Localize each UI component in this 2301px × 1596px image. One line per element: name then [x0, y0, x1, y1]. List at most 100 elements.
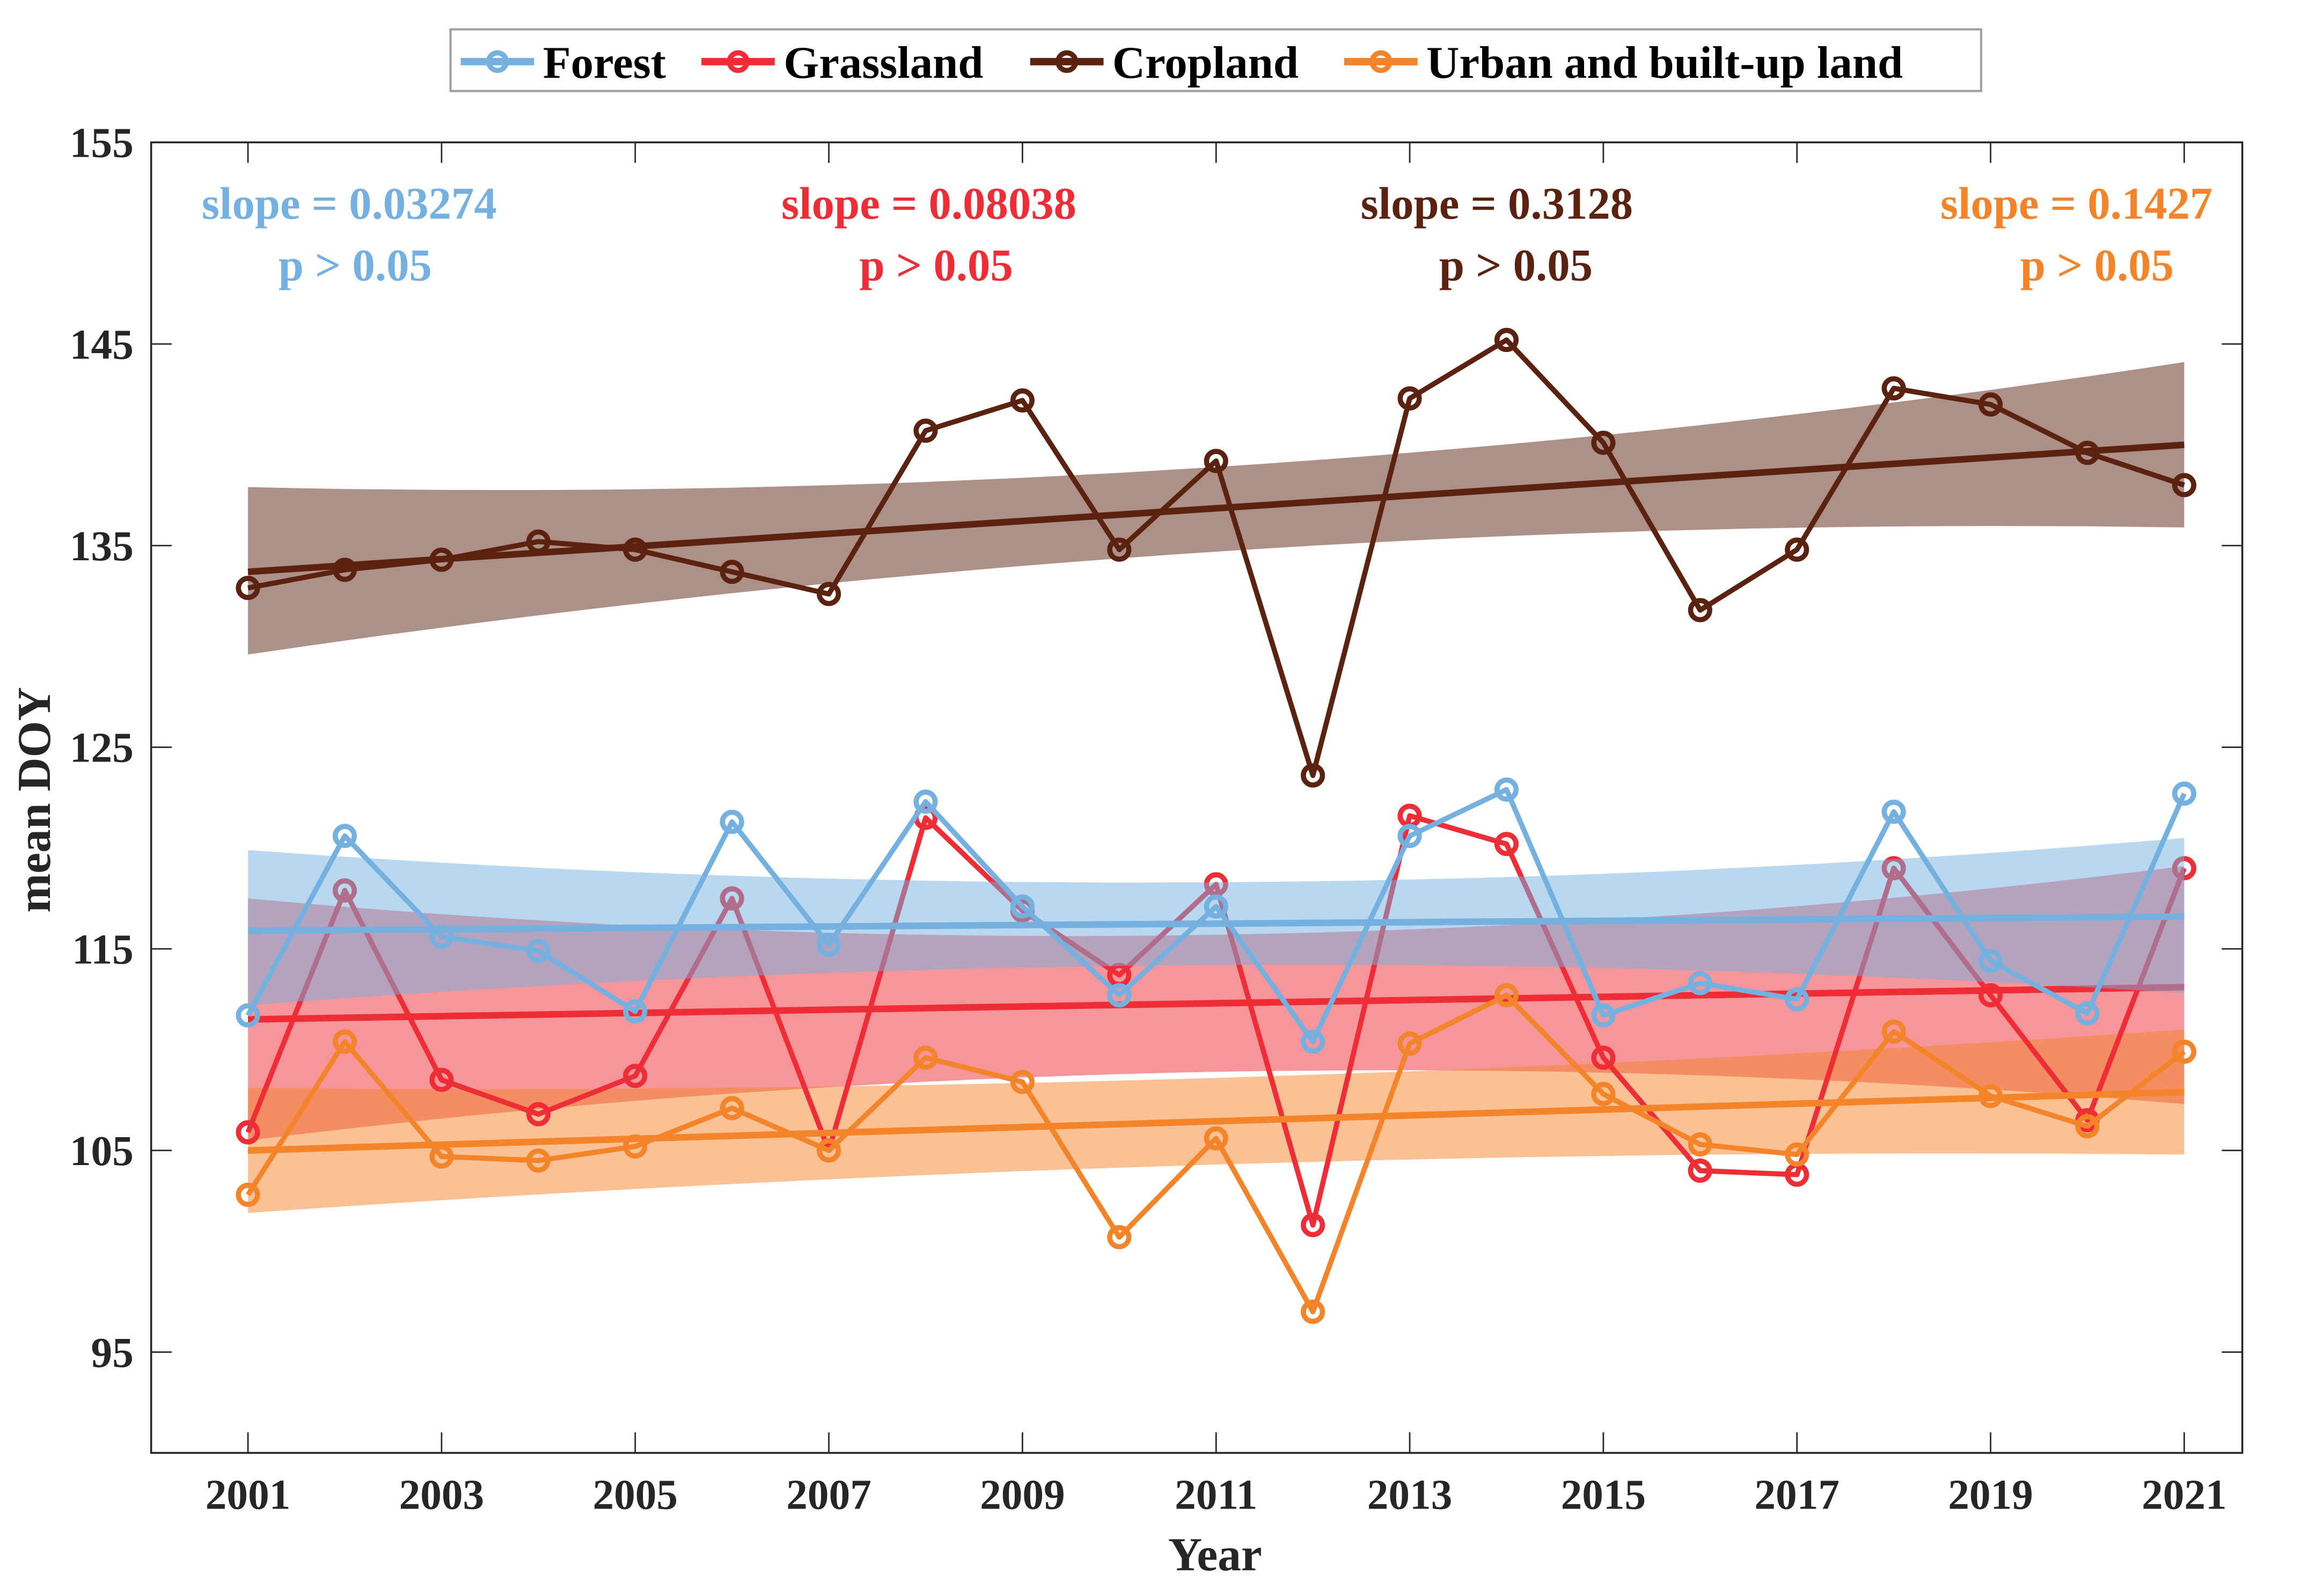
- urban-point-2014: [1494, 983, 1519, 1008]
- forest-point-2013: [1397, 824, 1422, 848]
- grass-urban-series-layer: [236, 803, 2196, 1324]
- legend-forest-marker-icon: [486, 50, 509, 74]
- forest-point-2001: [236, 1003, 260, 1028]
- forest-point-2010: [1107, 983, 1132, 1008]
- cropland-p-annotation: p > 0.05: [1439, 240, 1593, 290]
- cropland-point-2006: [720, 559, 744, 584]
- cropland-point-2005: [623, 537, 648, 562]
- cropland-point-2015: [1591, 430, 1616, 455]
- cropland-point-2019: [1978, 392, 2003, 417]
- urban-point-2005: [623, 1134, 648, 1159]
- grassland-trend-line: [247, 984, 2185, 1023]
- x-tick-label-2007: 2007: [786, 1471, 871, 1518]
- y-tick-label-105: 105: [70, 1128, 134, 1175]
- x-tick-label-2019: 2019: [1948, 1471, 2033, 1518]
- legend-urban-marker-icon: [1369, 50, 1393, 74]
- cropland-point-2017: [1785, 537, 1809, 562]
- cropland-point-2018: [1881, 376, 1906, 401]
- forest-point-2019: [1978, 949, 2003, 973]
- urban-point-2010: [1107, 1225, 1132, 1249]
- grassland-point-2016: [1688, 1158, 1712, 1183]
- cropland-point-2011: [1204, 449, 1228, 473]
- cropland-trend-line: [247, 441, 2185, 575]
- grassland-point-2015: [1591, 1045, 1616, 1070]
- forest-point-2011: [1204, 894, 1228, 919]
- urban-point-2012: [1301, 1299, 1325, 1324]
- urban-p-annotation: p > 0.05: [2020, 240, 2174, 290]
- forest-point-2014: [1494, 777, 1519, 802]
- cropland-slope-annotation: slope = 0.3128: [1361, 178, 1633, 229]
- forest-point-2012: [1301, 1029, 1325, 1054]
- cropland-point-2021: [2172, 473, 2196, 497]
- forest-point-2016: [1688, 971, 1712, 995]
- legend-grassland-marker-icon: [727, 50, 750, 74]
- x-tick-label-2017: 2017: [1754, 1471, 1840, 1518]
- forest-point-2003: [429, 924, 454, 949]
- cropland-point-2001: [236, 576, 260, 601]
- grassland-point-2001: [236, 1120, 260, 1145]
- urban-point-2001: [236, 1182, 260, 1207]
- x-tick-label-2011: 2011: [1175, 1471, 1257, 1518]
- grassland-point-2014: [1494, 832, 1519, 856]
- grassland-p-annotation: p > 0.05: [860, 240, 1013, 290]
- cropland-series-layer: [236, 327, 2196, 788]
- y-axis-label: mean DOY: [8, 687, 60, 912]
- urban-point-2017: [1785, 1142, 1809, 1167]
- urban-point-2003: [429, 1144, 454, 1169]
- grassland-point-2012: [1301, 1213, 1325, 1238]
- forest-point-2017: [1785, 987, 1809, 1012]
- legend-item-cropland: Cropland: [1030, 38, 1299, 88]
- axes: 2001 2003 2005 2007 2009 2011 2013 2015 2017 2019…: [70, 120, 2244, 1518]
- urban-slope-annotation: slope = 0.1427: [1940, 178, 2212, 229]
- forest-slope-annotation: slope = 0.03274: [202, 178, 497, 229]
- cropland-point-2012: [1301, 763, 1325, 788]
- urban-point-2002: [332, 1029, 357, 1054]
- cropland-point-2016: [1688, 598, 1712, 623]
- forest-point-2009: [1010, 894, 1035, 919]
- forest-point-2005: [623, 999, 648, 1024]
- legend-urban-label: Urban and built-up land: [1426, 38, 1903, 88]
- cropland-point-2004: [526, 529, 551, 554]
- x-tick-label-2003: 2003: [399, 1471, 485, 1518]
- forest-point-2002: [332, 824, 357, 848]
- legend-item-urban: Urban and built-up land: [1344, 38, 1903, 88]
- forest-point-2008: [913, 789, 938, 814]
- forest-series-line: [245, 787, 2187, 1044]
- urban-point-2011: [1204, 1126, 1228, 1151]
- urban-point-2021: [2172, 1039, 2196, 1064]
- urban-point-2020: [2075, 1114, 2100, 1139]
- urban-trend-line: [247, 1088, 2185, 1154]
- grassland-point-2003: [429, 1067, 454, 1092]
- legend-item-forest: Forest: [460, 38, 666, 88]
- y-tick-label-95: 95: [91, 1329, 134, 1377]
- x-tick-label-2021: 2021: [2142, 1471, 2227, 1518]
- x-tick-label-2001: 2001: [206, 1471, 291, 1518]
- cropland-point-2020: [2075, 441, 2100, 465]
- forest-p-annotation: p > 0.05: [279, 240, 432, 290]
- y-tick-label-135: 135: [70, 523, 134, 570]
- forest-point-2007: [817, 933, 841, 957]
- forest-trend-line: [248, 913, 2185, 934]
- forest-point-2006: [720, 809, 744, 834]
- urban-point-2013: [1397, 1031, 1422, 1056]
- x-tick-label-2009: 2009: [980, 1471, 1065, 1518]
- urban-point-2004: [526, 1148, 551, 1173]
- x-tick-label-2013: 2013: [1367, 1471, 1453, 1518]
- legend-item-grassland: Grassland: [701, 38, 983, 88]
- grassland-slope-annotation: slope = 0.08038: [781, 178, 1076, 229]
- cropland-series-line: [247, 337, 2185, 778]
- y-tick-label-125: 125: [70, 724, 134, 772]
- legend-grassland-label: Grassland: [783, 38, 983, 88]
- urban-point-2019: [1978, 1083, 2003, 1108]
- legend-cropland-marker-icon: [1055, 50, 1079, 74]
- x-tick-label-2015: 2015: [1561, 1471, 1646, 1518]
- grassland-point-2005: [623, 1064, 648, 1088]
- cropland-point-2014: [1494, 327, 1519, 353]
- cropland-point-2009: [1010, 388, 1035, 413]
- forest-point-2004: [526, 939, 551, 963]
- forest-point-2020: [2075, 1001, 2100, 1026]
- urban-series-line: [246, 992, 2186, 1315]
- cropland-point-2007: [817, 582, 841, 606]
- grassland-point-2019: [1978, 983, 2003, 1008]
